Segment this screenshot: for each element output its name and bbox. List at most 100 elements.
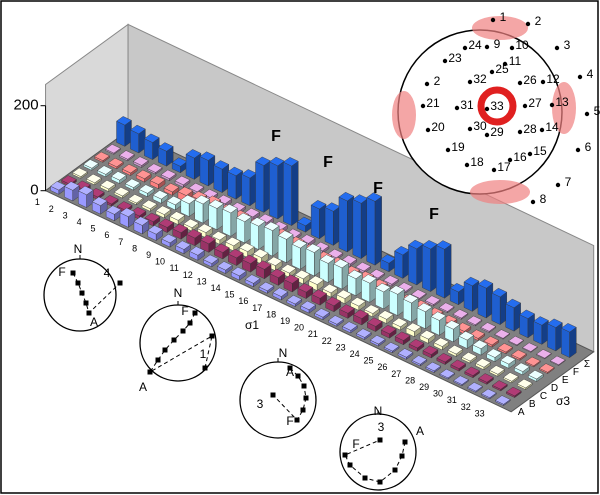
x-tick-label: 8 [132, 243, 137, 253]
x-tick-label: 26 [377, 362, 387, 372]
pole-label: 30 [473, 119, 487, 133]
x-tick-label: 30 [433, 389, 443, 399]
bar-front [492, 293, 500, 325]
pole-dot [490, 70, 494, 74]
bar-front [292, 244, 300, 269]
x-tick-label: 24 [350, 349, 360, 359]
net-label: N [174, 286, 183, 300]
pole-label: 18 [470, 155, 484, 169]
bar-front [306, 249, 314, 276]
legend-label: Σ [584, 359, 590, 370]
bar-front [269, 162, 277, 219]
pole-label: 31 [460, 98, 474, 112]
pole-label: 10 [515, 38, 529, 52]
annotation: F [373, 180, 383, 197]
bar-front [408, 245, 416, 285]
bar [264, 222, 279, 256]
bar [520, 310, 535, 338]
bar-front [228, 172, 236, 199]
pole-label: 17 [497, 160, 511, 174]
pole-label: 21 [426, 96, 440, 110]
pole-label: 8 [540, 192, 547, 206]
pole-dot [443, 59, 447, 63]
bar [436, 241, 451, 299]
pole-label: 16 [513, 150, 527, 164]
bar-side [375, 197, 382, 266]
legend-label: E [562, 375, 569, 386]
bar [325, 203, 340, 246]
pole-label: 13 [555, 95, 569, 109]
bar-front [547, 324, 555, 351]
pole-dot [578, 75, 582, 79]
pole-dot [576, 148, 580, 152]
pole-label: 5 [594, 104, 600, 118]
pole-label: 11 [509, 54, 522, 68]
pole-label: 2 [535, 14, 542, 28]
pole-label: 25 [495, 62, 509, 76]
x-tick-label: 32 [461, 402, 471, 412]
net-label: 3 [378, 420, 385, 434]
net-label: F [286, 414, 293, 428]
pole-dot [468, 127, 472, 131]
legend-label: A [518, 407, 525, 418]
pole-label: 6 [585, 140, 592, 154]
bar-front [422, 245, 430, 291]
bar [362, 274, 377, 302]
y-tick-label: 0 [30, 182, 38, 199]
bar-front [395, 251, 403, 278]
x-tick-label: 13 [197, 276, 207, 286]
page: {"chart_data": {"type": "bar3d", "x_labe… [0, 0, 600, 495]
pole-dot [550, 103, 554, 107]
bar [422, 240, 437, 291]
x-tick-label: 28 [405, 375, 415, 385]
x-tick-label: 5 [90, 224, 95, 234]
x-tick-label: 29 [419, 382, 429, 392]
x-tick-label: 23 [336, 342, 346, 352]
bar [348, 270, 363, 296]
bar [506, 299, 521, 331]
annotation: F [323, 154, 333, 171]
bar [431, 312, 446, 336]
pole-dot [531, 200, 535, 204]
pole-label: 26 [523, 73, 537, 87]
pole-label: 23 [448, 51, 462, 65]
bar [389, 286, 404, 316]
net-label: 1 [200, 347, 207, 361]
bar-front [242, 174, 250, 206]
net-label: N [74, 242, 83, 256]
bar-front [311, 205, 319, 239]
bar [130, 125, 145, 153]
net-label: A [416, 424, 424, 438]
pole-square [84, 301, 89, 306]
y-tick-label: 200 [14, 97, 39, 114]
bar-front [561, 328, 569, 357]
pole-label: 12 [546, 72, 560, 86]
bar-front [278, 235, 286, 262]
bar-front [209, 205, 217, 230]
x-tick-label: 7 [118, 237, 123, 247]
pole-label: 27 [528, 96, 542, 110]
bar [195, 195, 210, 223]
bar [228, 167, 243, 199]
pole-dot [421, 104, 425, 108]
net-label: A [286, 365, 294, 379]
net-label: N [374, 404, 383, 418]
bar [478, 279, 493, 318]
bar [367, 193, 382, 266]
bar [547, 319, 562, 351]
pole-dot [510, 46, 514, 50]
bar [306, 244, 321, 276]
x-tick-label: 31 [447, 395, 457, 405]
bar-front [464, 282, 472, 311]
net-label: 4 [104, 266, 111, 280]
pole-dot [518, 130, 522, 134]
x-tick-label: 17 [252, 303, 262, 313]
bar [158, 143, 173, 167]
bar [214, 160, 229, 192]
annotation: F [271, 128, 281, 145]
bar [117, 116, 132, 146]
pole-label: 33 [490, 99, 504, 113]
bar [353, 195, 368, 259]
pole-square [188, 321, 193, 326]
x-tick-label: 6 [104, 230, 109, 240]
